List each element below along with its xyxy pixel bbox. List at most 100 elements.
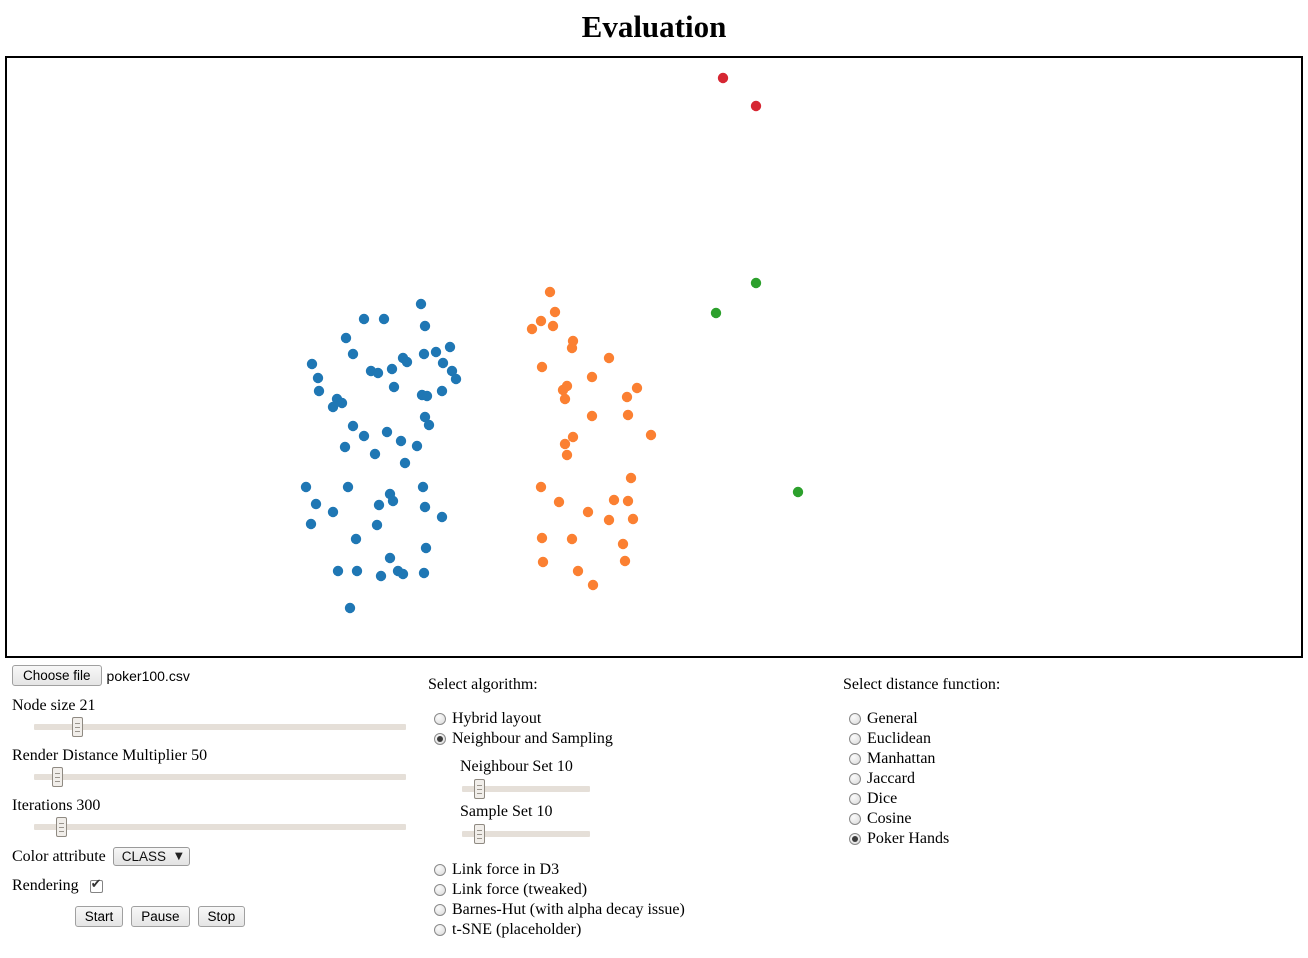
class-blue-dot[interactable] [436, 511, 448, 523]
class-orange-dot[interactable] [608, 494, 620, 506]
class-blue-dot[interactable] [384, 552, 396, 564]
class-blue-dot[interactable] [418, 567, 430, 579]
radio-button-icon[interactable] [434, 713, 446, 725]
class-blue-dot[interactable] [310, 498, 322, 510]
class-orange-dot[interactable] [586, 410, 598, 422]
class-orange-dot[interactable] [549, 306, 561, 318]
class-orange-dot[interactable] [559, 393, 571, 405]
choose-file-button[interactable]: Choose file [12, 665, 102, 686]
class-orange-dot[interactable] [621, 391, 633, 403]
render-distance-slider[interactable] [34, 766, 406, 788]
class-green-dot[interactable] [792, 486, 804, 498]
class-orange-dot[interactable] [535, 481, 547, 493]
class-blue-dot[interactable] [371, 519, 383, 531]
class-orange-dot[interactable] [557, 384, 569, 396]
radio-button-icon[interactable] [849, 713, 861, 725]
class-blue-dot[interactable] [418, 348, 430, 360]
class-blue-dot[interactable] [350, 533, 362, 545]
class-blue-dot[interactable] [306, 358, 318, 370]
color-attribute-select[interactable]: CLASS ▼ [112, 847, 190, 866]
class-orange-dot[interactable] [553, 496, 565, 508]
iterations-slider[interactable] [34, 816, 406, 838]
class-blue-dot[interactable] [300, 481, 312, 493]
rendering-checkbox[interactable] [89, 877, 103, 893]
class-orange-dot[interactable] [536, 532, 548, 544]
class-orange-dot[interactable] [559, 438, 571, 450]
class-red-dot[interactable] [717, 72, 729, 84]
class-blue-dot[interactable] [420, 542, 432, 554]
class-orange-dot[interactable] [645, 429, 657, 441]
class-orange-dot[interactable] [537, 556, 549, 568]
sample-set-slider[interactable] [462, 823, 590, 845]
class-blue-dot[interactable] [423, 419, 435, 431]
class-blue-dot[interactable] [419, 411, 431, 423]
class-blue-dot[interactable] [312, 372, 324, 384]
class-blue-dot[interactable] [417, 481, 429, 493]
class-orange-dot[interactable] [526, 323, 538, 335]
class-blue-dot[interactable] [386, 363, 398, 375]
class-orange-dot[interactable] [566, 533, 578, 545]
class-blue-dot[interactable] [340, 332, 352, 344]
class-blue-dot[interactable] [351, 565, 363, 577]
class-orange-dot[interactable] [544, 286, 556, 298]
class-blue-dot[interactable] [437, 357, 449, 369]
class-blue-dot[interactable] [347, 420, 359, 432]
class-blue-dot[interactable] [344, 602, 356, 614]
class-blue-dot[interactable] [419, 320, 431, 332]
class-blue-dot[interactable] [339, 441, 351, 453]
class-blue-dot[interactable] [347, 348, 359, 360]
class-blue-dot[interactable] [313, 385, 325, 397]
radio-button-icon[interactable] [849, 833, 861, 845]
class-blue-dot[interactable] [372, 367, 384, 379]
radio-button-icon[interactable] [849, 733, 861, 745]
class-blue-dot[interactable] [375, 570, 387, 582]
class-blue-dot[interactable] [415, 298, 427, 310]
class-orange-dot[interactable] [582, 506, 594, 518]
radio-button-icon[interactable] [849, 773, 861, 785]
class-orange-dot[interactable] [625, 472, 637, 484]
radio-button-icon[interactable] [849, 793, 861, 805]
class-blue-dot[interactable] [430, 346, 442, 358]
class-orange-dot[interactable] [572, 565, 584, 577]
radio-button-icon[interactable] [434, 904, 446, 916]
class-orange-dot[interactable] [535, 315, 547, 327]
class-blue-dot[interactable] [401, 356, 413, 368]
class-blue-dot[interactable] [388, 381, 400, 393]
radio-button-icon[interactable] [434, 924, 446, 936]
start-button[interactable]: Start [74, 906, 124, 927]
radio-button-icon[interactable] [434, 733, 446, 745]
class-orange-dot[interactable] [547, 320, 559, 332]
class-orange-dot[interactable] [631, 382, 643, 394]
class-orange-dot[interactable] [603, 514, 615, 526]
class-orange-dot[interactable] [603, 352, 615, 364]
class-blue-dot[interactable] [327, 401, 339, 413]
class-blue-dot[interactable] [411, 440, 423, 452]
node-size-slider[interactable] [34, 716, 406, 738]
class-orange-dot[interactable] [622, 495, 634, 507]
class-orange-dot[interactable] [586, 371, 598, 383]
class-orange-dot[interactable] [619, 555, 631, 567]
class-blue-dot[interactable] [444, 341, 456, 353]
class-blue-dot[interactable] [419, 501, 431, 513]
class-blue-dot[interactable] [421, 390, 433, 402]
scatter-svg[interactable] [7, 58, 1301, 656]
class-orange-dot[interactable] [587, 579, 599, 591]
class-blue-dot[interactable] [305, 518, 317, 530]
radio-button-icon[interactable] [849, 813, 861, 825]
pause-button[interactable]: Pause [131, 906, 190, 927]
radio-button-icon[interactable] [434, 864, 446, 876]
class-blue-dot[interactable] [387, 495, 399, 507]
class-blue-dot[interactable] [397, 568, 409, 580]
class-orange-dot[interactable] [566, 342, 578, 354]
class-green-dot[interactable] [750, 277, 762, 289]
class-blue-dot[interactable] [395, 435, 407, 447]
radio-button-icon[interactable] [434, 884, 446, 896]
class-green-dot[interactable] [710, 307, 722, 319]
class-blue-dot[interactable] [436, 385, 448, 397]
radio-button-icon[interactable] [849, 753, 861, 765]
class-red-dot[interactable] [750, 100, 762, 112]
class-blue-dot[interactable] [336, 397, 348, 409]
class-orange-dot[interactable] [622, 409, 634, 421]
class-orange-dot[interactable] [561, 449, 573, 461]
class-blue-dot[interactable] [446, 365, 458, 377]
